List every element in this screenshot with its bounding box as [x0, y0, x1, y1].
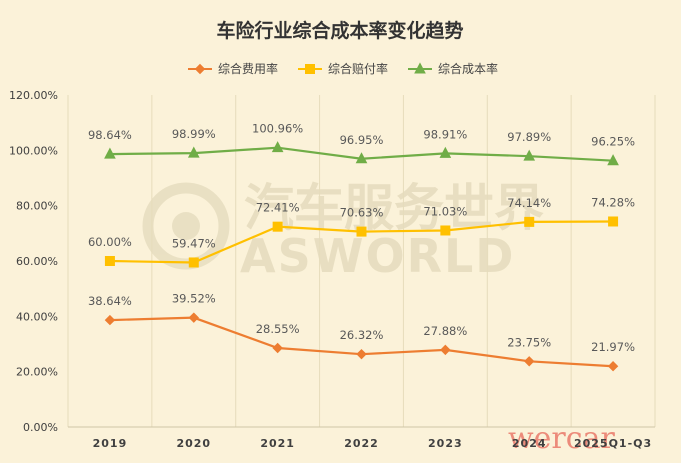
data-point — [524, 356, 535, 367]
chart-title: 车险行业综合成本率变化趋势 — [216, 19, 463, 42]
data-label: 98.99% — [172, 127, 216, 141]
data-point — [104, 314, 116, 326]
legend-label: 综合赔付率 — [328, 61, 388, 76]
y-tick-label: 20.00% — [16, 366, 58, 379]
data-point — [607, 154, 619, 166]
data-label: 28.55% — [256, 322, 300, 336]
data-label: 60.00% — [88, 235, 132, 249]
data-label: 21.97% — [591, 340, 635, 354]
data-point — [187, 146, 200, 158]
data-point — [104, 147, 116, 159]
legend-marker-icon — [305, 64, 315, 74]
data-label: 26.32% — [340, 328, 384, 342]
x-tick-label: 2020 — [176, 437, 211, 450]
legend-item: 综合赔付率 — [298, 61, 388, 76]
x-tick-label: 2022 — [344, 437, 379, 450]
data-point — [440, 344, 451, 356]
data-point — [608, 216, 619, 227]
axes: 0.00% 20.00% 40.00% 60.00% 80.00% 100.00% 120.… — [9, 89, 655, 450]
x-tick-label: 2023 — [428, 437, 463, 450]
data-label: 59.47% — [172, 236, 216, 250]
data-label: 96.25% — [591, 135, 635, 149]
data-point — [356, 226, 367, 237]
data-label: 71.03% — [423, 204, 467, 218]
watermark-text-en: ASWORLD — [240, 229, 516, 283]
data-label: 96.95% — [340, 133, 384, 147]
legend-label: 综合成本率 — [438, 61, 498, 76]
y-tick-label: 80.00% — [16, 200, 58, 213]
data-point — [188, 312, 199, 323]
data-point — [272, 221, 283, 232]
series-layer: 38.64% 39.52% 28.55% 26.32% 27.88% 23.75% 21.9… — [88, 122, 635, 372]
watermark-logo-icon — [142, 182, 230, 270]
data-label: 23.75% — [507, 335, 551, 349]
x-tick-label: 2019 — [93, 437, 128, 450]
y-tick-label: 120.00% — [9, 89, 58, 102]
legend-item: 综合费用率 — [188, 61, 278, 76]
data-point — [271, 141, 284, 153]
y-tick-label: 0.00% — [23, 421, 58, 434]
legend: 综合费用率 综合赔付率 综合成本率 — [188, 61, 498, 76]
data-point — [524, 216, 535, 227]
data-label: 98.64% — [88, 128, 132, 142]
series-1: 38.64% 39.52% 28.55% 26.32% 27.88% 23.75% 21.9… — [88, 292, 635, 372]
y-tick-label: 40.00% — [16, 310, 58, 323]
x-tick-label: 2025Q1-Q3 — [574, 437, 652, 450]
data-point — [188, 257, 199, 268]
data-point — [272, 342, 283, 354]
data-point — [607, 361, 619, 372]
data-label: 74.14% — [507, 196, 551, 210]
watermark: 汽车服务世界 ASWORLD wercar — [142, 179, 615, 456]
x-tick-label: 2021 — [260, 437, 295, 450]
data-label: 98.91% — [423, 127, 467, 141]
legend-marker-icon — [194, 63, 206, 75]
data-point — [439, 146, 452, 158]
data-label: 39.52% — [172, 292, 216, 306]
data-label: 97.89% — [507, 130, 551, 144]
x-tick-label: 2024 — [512, 437, 547, 450]
data-label: 27.88% — [423, 324, 467, 338]
legend-label: 综合费用率 — [218, 61, 278, 76]
legend-item: 综合成本率 — [408, 61, 498, 76]
series-3: 98.64% 98.99% 100.96% 96.95% 98.91% 97.89% 96.… — [88, 122, 635, 166]
series-2: 60.00% 59.47% 72.41% 70.63% 71.03% 74.14% 74.2… — [88, 195, 635, 268]
y-tick-label: 100.00% — [9, 144, 58, 157]
data-point — [356, 348, 367, 360]
data-label: 100.96% — [252, 122, 303, 136]
data-point — [355, 152, 368, 164]
data-label: 38.64% — [88, 294, 132, 308]
legend-marker-icon — [414, 62, 426, 74]
data-point — [440, 225, 451, 236]
data-label: 74.28% — [591, 195, 635, 209]
y-tick-label: 60.00% — [16, 255, 58, 268]
data-label: 70.63% — [340, 206, 384, 220]
data-point — [104, 256, 115, 266]
data-label: 72.41% — [256, 201, 300, 215]
data-point — [523, 149, 536, 161]
